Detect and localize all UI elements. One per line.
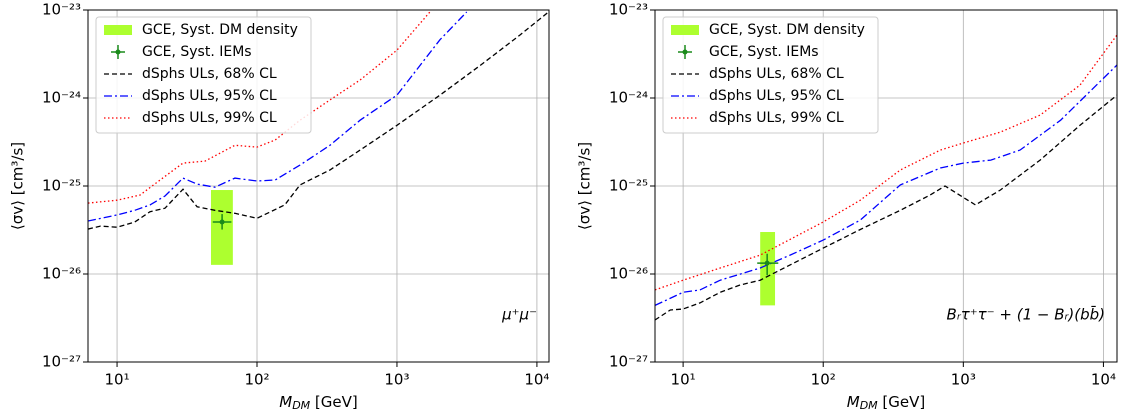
legend-label: GCE, Syst. DM density — [142, 22, 298, 38]
x-tick-label: 10⁴ — [1091, 371, 1116, 389]
x-tick-label: 10¹ — [105, 371, 130, 389]
legend-swatch — [682, 49, 688, 55]
plot-area — [655, 34, 1117, 321]
y-tick-label: 10⁻²⁶ — [609, 265, 648, 283]
annotation: Bᵣτ⁺τ⁻ + (1 − Bᵣ)(bb̄) — [947, 305, 1105, 324]
x-tick-label: 10⁴ — [524, 371, 549, 389]
x-tick-label: 10¹ — [671, 371, 696, 389]
y-tick-label: 10⁻²⁴ — [609, 89, 648, 107]
series-line — [88, 11, 431, 204]
x-axis-label: MDM [GeV] — [847, 393, 926, 413]
annotation: μ⁺μ⁻ — [501, 306, 537, 324]
y-tick-label: 10⁻²⁵ — [42, 177, 81, 195]
legend-swatch — [115, 49, 121, 55]
x-tick-label: 10³ — [384, 371, 409, 389]
series-line — [88, 11, 549, 230]
y-tick-label: 10⁻²⁷ — [42, 353, 81, 371]
series-line — [655, 64, 1117, 306]
legend-label: GCE, Syst. IEMs — [709, 44, 819, 60]
series-line — [655, 94, 1117, 321]
series-line — [655, 34, 1117, 291]
legend-label: GCE, Syst. IEMs — [142, 44, 252, 60]
legend-label: dSphs ULs, 68% CL — [142, 66, 277, 82]
series-line — [88, 11, 468, 222]
gce-point — [764, 260, 770, 266]
legend-label: dSphs ULs, 95% CL — [709, 88, 844, 104]
x-tick-label: 10² — [811, 371, 836, 389]
y-tick-label: 10⁻²³ — [42, 1, 81, 19]
legend-label: GCE, Syst. DM density — [709, 22, 865, 38]
x-axis-label: MDM [GeV] — [279, 393, 358, 413]
y-tick-label: 10⁻²⁷ — [609, 353, 648, 371]
x-tick-label: 10² — [244, 371, 269, 389]
axes-frame — [654, 9, 1118, 363]
y-tick-label: 10⁻²⁵ — [609, 177, 648, 195]
legend-swatch — [671, 25, 699, 35]
legend-label: dSphs ULs, 99% CL — [142, 110, 277, 126]
axes-frame — [87, 9, 550, 363]
gce-point — [219, 219, 225, 225]
legend-label: dSphs ULs, 95% CL — [142, 88, 277, 104]
legend-frame — [662, 16, 879, 134]
y-tick-label: 10⁻²⁶ — [42, 265, 81, 283]
y-axis-label: ⟨σv⟩ [cm³/s] — [9, 142, 27, 230]
y-axis-label: ⟨σv⟩ [cm³/s] — [576, 142, 594, 230]
legend-frame — [95, 16, 312, 134]
y-tick-label: 10⁻²⁴ — [42, 89, 81, 107]
legend-label: dSphs ULs, 99% CL — [709, 110, 844, 126]
plot-area — [88, 11, 549, 265]
x-tick-label: 10³ — [951, 371, 976, 389]
y-tick-label: 10⁻²³ — [609, 1, 648, 19]
legend-label: dSphs ULs, 68% CL — [709, 66, 844, 82]
legend-swatch — [104, 25, 132, 35]
